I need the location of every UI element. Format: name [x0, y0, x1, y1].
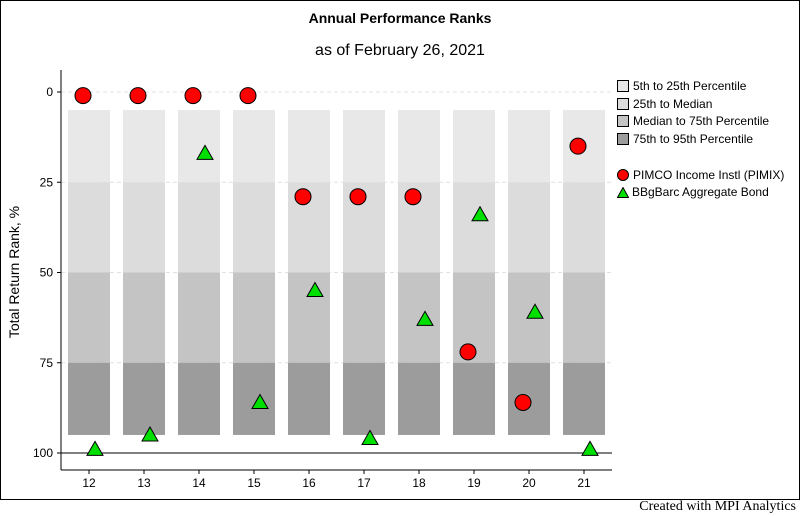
band-14-2	[178, 182, 220, 273]
benchmark-point-21	[581, 440, 599, 456]
benchmark-point-13	[141, 425, 159, 442]
benchmark-point-12	[86, 440, 104, 456]
benchmark-point-19	[471, 205, 489, 222]
fund-point-13	[129, 87, 147, 105]
benchmark-point-20	[526, 303, 544, 319]
fund-point-20	[514, 393, 532, 411]
chart-title: Annual Performance Ranks	[308, 10, 492, 26]
fund-point-18	[404, 188, 422, 206]
x-tick-label-20: 20	[522, 476, 536, 490]
band-18-1	[398, 110, 440, 183]
band-20-2	[508, 182, 550, 273]
legend-item-series-2: BBgBarc Aggregate Bond	[617, 183, 784, 201]
benchmark-point-16	[306, 281, 324, 298]
legend-circle-icon	[617, 168, 629, 181]
fund-point-15	[239, 87, 257, 105]
x-tick-label-21: 21	[577, 476, 591, 490]
x-tick-label-18: 18	[412, 476, 426, 490]
benchmark-point-15	[251, 393, 269, 409]
x-tick-label-14: 14	[192, 476, 206, 490]
benchmark-point-14	[196, 144, 214, 160]
band-20-1	[508, 110, 550, 183]
band-19-4	[453, 362, 495, 435]
legend-item-band-3: Median to 75th Percentile	[617, 112, 784, 130]
band-16-1	[288, 110, 330, 183]
legend-triangle-icon	[617, 186, 629, 198]
band-14-1	[178, 110, 220, 183]
band-14-3	[178, 272, 220, 363]
band-17-4	[343, 362, 385, 435]
band-16-3	[288, 272, 330, 363]
band-17-3	[343, 272, 385, 363]
band-17-1	[343, 110, 385, 183]
band-18-4	[398, 362, 440, 435]
chart-subtitle: as of February 26, 2021	[315, 42, 485, 59]
legend: 5th to 25th Percentile 25th to Median Me…	[617, 77, 784, 201]
legend-item-band-2: 25th to Median	[617, 95, 784, 113]
band-12-2	[68, 182, 110, 273]
y-tick-label-75: 75	[40, 356, 54, 370]
x-tick-label-12: 12	[82, 476, 96, 490]
band-21-4	[563, 362, 605, 435]
legend-label-band-1: 5th to 25th Percentile	[633, 78, 747, 93]
x-tick-label-16: 16	[302, 476, 316, 490]
x-tick-label-19: 19	[467, 476, 481, 490]
credit-text: Created with MPI Analytics	[639, 499, 796, 514]
legend-swatch-band-1	[617, 79, 629, 92]
band-21-2	[563, 182, 605, 273]
x-tick-label-17: 17	[357, 476, 371, 490]
band-12-4	[68, 362, 110, 435]
legend-label-band-4: 75th to 95th Percentile	[633, 131, 754, 146]
band-15-2	[233, 182, 275, 273]
legend-label-band-3: Median to 75th Percentile	[633, 114, 770, 129]
legend-label-band-2: 25th to Median	[633, 96, 713, 111]
fund-point-19	[459, 343, 477, 361]
band-12-3	[68, 272, 110, 363]
band-12-1	[68, 110, 110, 183]
legend-item-series-1: PIMCO Income Instl (PIMIX)	[617, 166, 784, 184]
band-18-3	[398, 272, 440, 363]
x-tick-label-15: 15	[247, 476, 261, 490]
band-13-2	[123, 182, 165, 273]
fund-point-21	[569, 137, 587, 155]
x-tick-label-13: 13	[137, 476, 151, 490]
fund-point-16	[294, 188, 312, 206]
y-tick-label-25: 25	[40, 175, 54, 189]
band-19-1	[453, 110, 495, 183]
fund-point-12	[74, 87, 92, 105]
legend-item-band-1: 5th to 25th Percentile	[617, 77, 784, 95]
fund-point-14	[184, 87, 202, 105]
legend-label-series-1: PIMCO Income Instl (PIMIX)	[633, 167, 785, 182]
y-tick-label-0: 0	[46, 85, 53, 99]
band-15-1	[233, 110, 275, 183]
band-16-4	[288, 362, 330, 435]
band-13-3	[123, 272, 165, 363]
band-13-1	[123, 110, 165, 183]
legend-item-band-4: 75th to 95th Percentile	[617, 130, 784, 148]
y-tick-label-50: 50	[40, 266, 54, 280]
band-15-4	[233, 362, 275, 435]
legend-swatch-band-2	[617, 97, 629, 110]
legend-label-series-2: BBgBarc Aggregate Bond	[632, 185, 769, 200]
band-15-3	[233, 272, 275, 363]
legend-swatch-band-4	[617, 132, 629, 145]
fund-point-17	[349, 188, 367, 206]
band-19-2	[453, 182, 495, 273]
benchmark-point-18	[416, 310, 434, 326]
benchmark-point-17	[361, 429, 379, 446]
band-14-4	[178, 362, 220, 435]
band-21-3	[563, 272, 605, 363]
legend-swatch-band-3	[617, 115, 629, 128]
band-13-4	[123, 362, 165, 435]
y-tick-label-100: 100	[33, 446, 53, 460]
